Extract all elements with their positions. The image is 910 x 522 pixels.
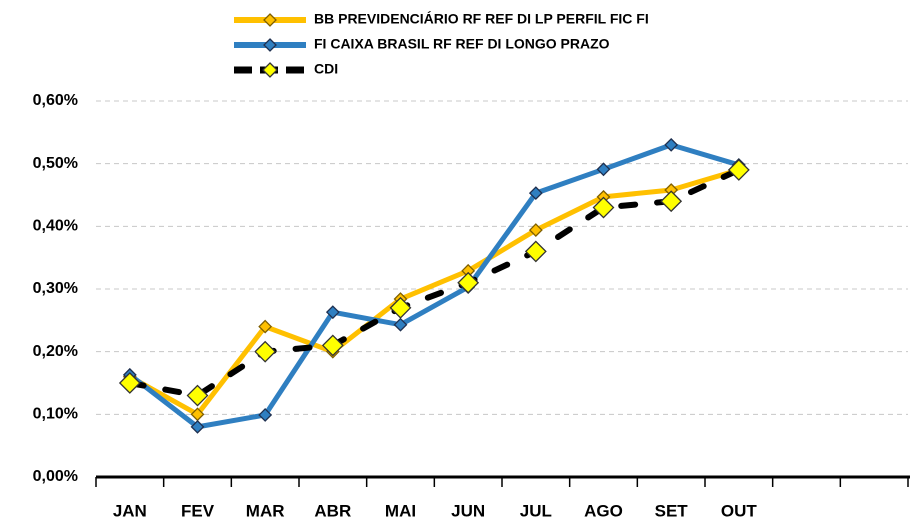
- marker: [254, 340, 277, 363]
- y-tick-label: 0,30%: [33, 280, 78, 297]
- marker: [528, 223, 543, 238]
- x-tick-label: AGO: [584, 501, 623, 520]
- x-tick-label: MAR: [246, 501, 285, 520]
- marker: [524, 240, 547, 263]
- y-tick-label: 0,40%: [33, 218, 78, 235]
- x-tick-label: FEV: [181, 501, 215, 520]
- legend-marker: [263, 13, 277, 27]
- marker: [389, 296, 412, 319]
- y-tick-label: 0,00%: [33, 468, 78, 485]
- marker: [258, 319, 273, 334]
- legend-marker: [263, 38, 277, 52]
- marker: [727, 159, 750, 181]
- marker: [592, 196, 615, 219]
- x-tick-label: SET: [655, 501, 689, 520]
- marker: [457, 271, 480, 294]
- marker: [118, 372, 141, 394]
- marker: [186, 384, 209, 407]
- legend-label: CDI: [314, 61, 338, 77]
- marker: [596, 162, 611, 177]
- y-tick-label: 0,50%: [33, 155, 78, 172]
- x-tick-label: JUN: [451, 501, 485, 520]
- legend-label: FI CAIXA BRASIL RF REF DI LONGO PRAZO: [314, 36, 610, 52]
- legend-marker: [262, 62, 278, 78]
- marker: [190, 419, 205, 434]
- series-line: [126, 166, 742, 399]
- x-tick-label: JUL: [520, 501, 552, 520]
- marker: [528, 186, 543, 201]
- marker: [664, 137, 679, 152]
- marker: [321, 334, 344, 357]
- x-tick-label: ABR: [314, 501, 351, 520]
- legend-label: BB PREVIDENCIÁRIO RF REF DI LP PERFIL FI…: [314, 11, 649, 27]
- marker: [325, 305, 340, 320]
- marker: [258, 408, 273, 422]
- marker: [660, 190, 683, 213]
- y-tick-label: 0,10%: [33, 406, 78, 423]
- x-tick-label: OUT: [721, 501, 758, 520]
- y-tick-label: 0,60%: [33, 92, 78, 109]
- x-tick-label: JAN: [113, 501, 147, 520]
- y-tick-label: 0,20%: [33, 343, 78, 360]
- series-line: [127, 142, 742, 430]
- x-tick-label: MAI: [385, 501, 416, 520]
- marker: [393, 317, 408, 332]
